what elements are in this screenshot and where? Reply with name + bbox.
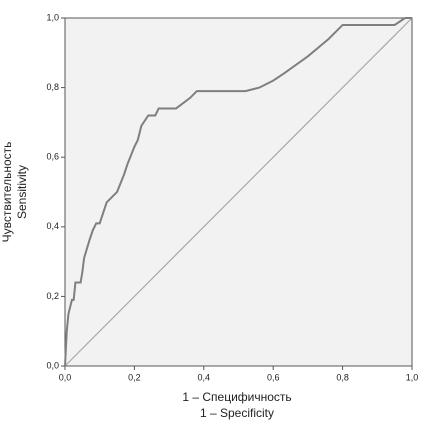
reference-line [64, 17, 413, 367]
y-axis-label: Sensitivity [15, 165, 29, 219]
x-tick-label: 0,4 [198, 372, 211, 382]
x-tick-label: 1,0 [406, 372, 419, 382]
x-axis-label: 1 – Specificity [200, 406, 274, 420]
y-tick-label: 0,4 [46, 221, 59, 231]
x-tick-label: 0,6 [267, 372, 280, 382]
y-tick-label: 0,6 [46, 152, 59, 162]
x-axis-label: 1 – Специфичность [182, 390, 291, 404]
x-tick-label: 0,0 [59, 372, 72, 382]
roc-curve [64, 17, 412, 367]
y-axis-label: Чувствительность [0, 142, 14, 243]
y-tick-label: 1,0 [46, 12, 59, 22]
x-tick-label: 0,8 [336, 372, 349, 382]
y-tick-label: 0,2 [46, 291, 59, 301]
x-tick-label: 0,2 [128, 372, 141, 382]
y-tick-label: 0,8 [46, 82, 59, 92]
y-tick-label: 0,0 [46, 360, 59, 370]
